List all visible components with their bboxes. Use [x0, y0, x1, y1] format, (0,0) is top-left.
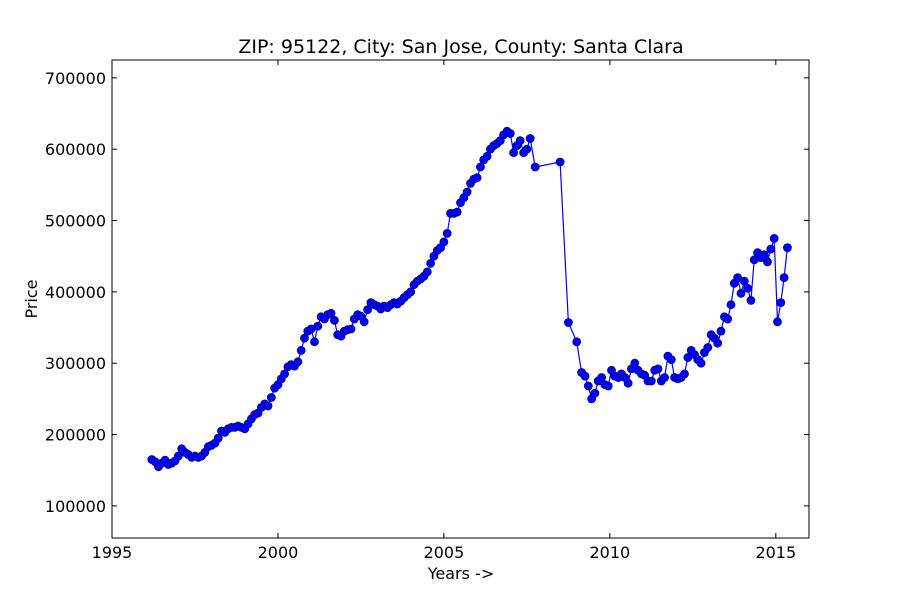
x-axis-title: Years -> — [427, 564, 494, 583]
data-point — [696, 358, 706, 368]
data-point — [736, 288, 746, 298]
data-point — [280, 369, 290, 379]
series-layer — [147, 126, 792, 472]
y-tick-label: 400000 — [45, 283, 106, 302]
data-point — [783, 243, 792, 253]
data-point — [173, 451, 183, 461]
data-point — [522, 144, 532, 154]
data-point — [406, 287, 416, 297]
data-point — [530, 162, 540, 172]
data-point — [359, 317, 369, 327]
x-tick-label: 2000 — [258, 543, 299, 562]
data-point — [422, 267, 432, 277]
plot-frame — [111, 59, 810, 539]
data-point — [263, 401, 273, 411]
data-point — [703, 343, 713, 352]
x-tick-label: 1995 — [92, 543, 133, 562]
ticks-layer: 1995 2000 2005 2010 2015 100000 200000 300000 40… — [45, 60, 809, 562]
data-point — [313, 321, 323, 331]
chart-title: ZIP: 95122, City: San Jose, County: Sant… — [238, 36, 683, 58]
data-point — [482, 151, 492, 161]
data-point — [713, 338, 723, 348]
data-point — [603, 381, 613, 391]
data-point — [346, 324, 356, 334]
data-point — [739, 276, 749, 286]
data-point — [572, 337, 582, 347]
data-point — [329, 315, 339, 325]
y-tick-label: 600000 — [45, 140, 106, 159]
data-point — [580, 371, 590, 381]
data-point — [769, 233, 779, 243]
y-tick-label: 200000 — [45, 426, 106, 445]
data-point — [660, 373, 669, 382]
data-point — [763, 257, 772, 267]
data-point — [555, 157, 565, 167]
y-tick-label: 100000 — [45, 497, 106, 516]
data-point — [779, 273, 789, 283]
data-point — [296, 345, 306, 355]
data-point — [759, 250, 769, 260]
data-point — [773, 317, 782, 327]
data-point — [680, 369, 689, 379]
data-point — [426, 258, 436, 268]
data-point — [776, 298, 786, 308]
data-point — [743, 283, 752, 293]
data-point — [505, 129, 515, 138]
data-point — [564, 318, 573, 327]
data-point — [452, 207, 462, 217]
data-point — [733, 273, 742, 283]
data-point — [746, 295, 756, 305]
data-point — [293, 357, 303, 367]
data-point — [525, 134, 535, 143]
data-point — [310, 337, 319, 347]
data-point — [363, 305, 373, 315]
data-point — [630, 358, 640, 368]
y-axis-title: Price — [22, 279, 41, 318]
y-tick-label: 500000 — [45, 212, 106, 231]
x-tick-label: 2005 — [424, 543, 465, 562]
data-point — [590, 388, 600, 398]
x-tick-label: 2010 — [589, 543, 630, 562]
data-point — [515, 136, 525, 146]
data-point — [723, 314, 733, 324]
data-point — [623, 378, 633, 388]
data-point — [462, 187, 472, 197]
data-point — [597, 373, 606, 382]
data-point — [266, 393, 276, 402]
data-point — [472, 173, 482, 183]
data-point — [442, 228, 452, 238]
data-point — [766, 244, 776, 254]
data-point — [326, 308, 336, 318]
data-point — [666, 355, 676, 365]
data-point — [726, 300, 736, 310]
data-point — [300, 333, 309, 343]
y-tick-label: 300000 — [45, 354, 106, 373]
data-point — [653, 364, 663, 374]
data-point — [509, 148, 518, 158]
data-point — [716, 326, 726, 336]
y-tick-label: 700000 — [45, 69, 106, 88]
x-tick-label: 2015 — [755, 543, 796, 562]
data-point — [439, 237, 449, 247]
data-point — [213, 433, 223, 443]
data-point — [583, 381, 593, 391]
data-point — [475, 162, 485, 172]
data-point — [646, 376, 656, 386]
